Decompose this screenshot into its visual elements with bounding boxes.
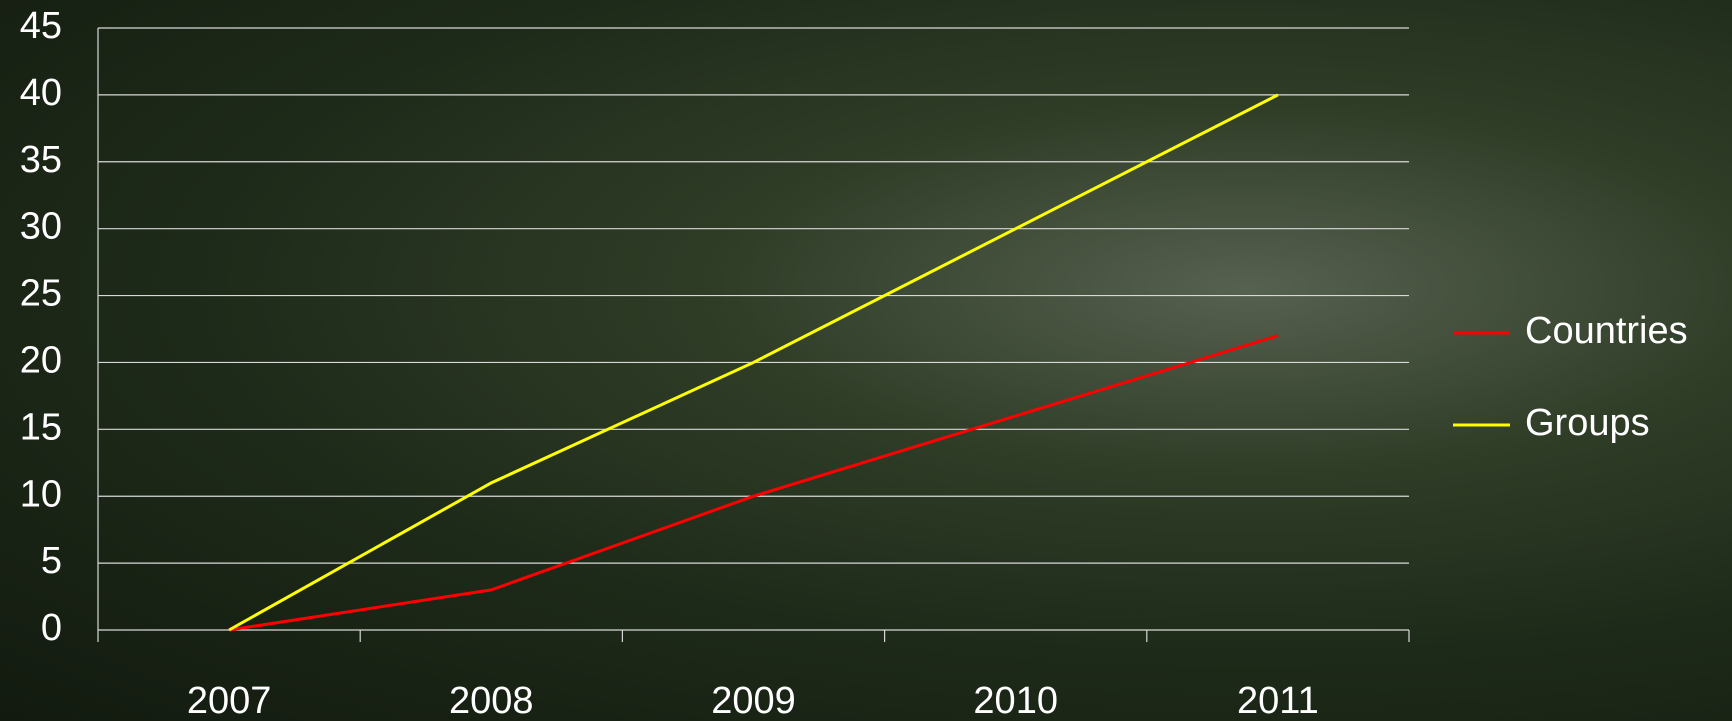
y-tick-label: 5 (41, 540, 62, 582)
y-tick-label: 15 (20, 406, 62, 448)
x-tick-label: 2009 (711, 680, 796, 721)
y-tick-label: 10 (20, 473, 62, 515)
legend-label: Groups (1525, 402, 1650, 444)
legend-label: Countries (1525, 310, 1688, 352)
x-tick-label: 2011 (1237, 680, 1319, 721)
series-line (228, 334, 1279, 632)
y-tick-label: 20 (20, 339, 62, 381)
x-tick-label: 2010 (973, 680, 1058, 721)
x-tick-label: 2008 (449, 680, 534, 721)
y-tick-label: 0 (41, 607, 62, 649)
y-tick-label: 45 (20, 5, 62, 47)
y-tick-label: 40 (20, 72, 62, 114)
y-tick-label: 35 (20, 139, 62, 181)
x-tick-label: 2007 (187, 680, 272, 721)
y-tick-label: 25 (20, 273, 62, 315)
y-tick-label: 30 (20, 206, 62, 248)
series-line (228, 93, 1279, 632)
